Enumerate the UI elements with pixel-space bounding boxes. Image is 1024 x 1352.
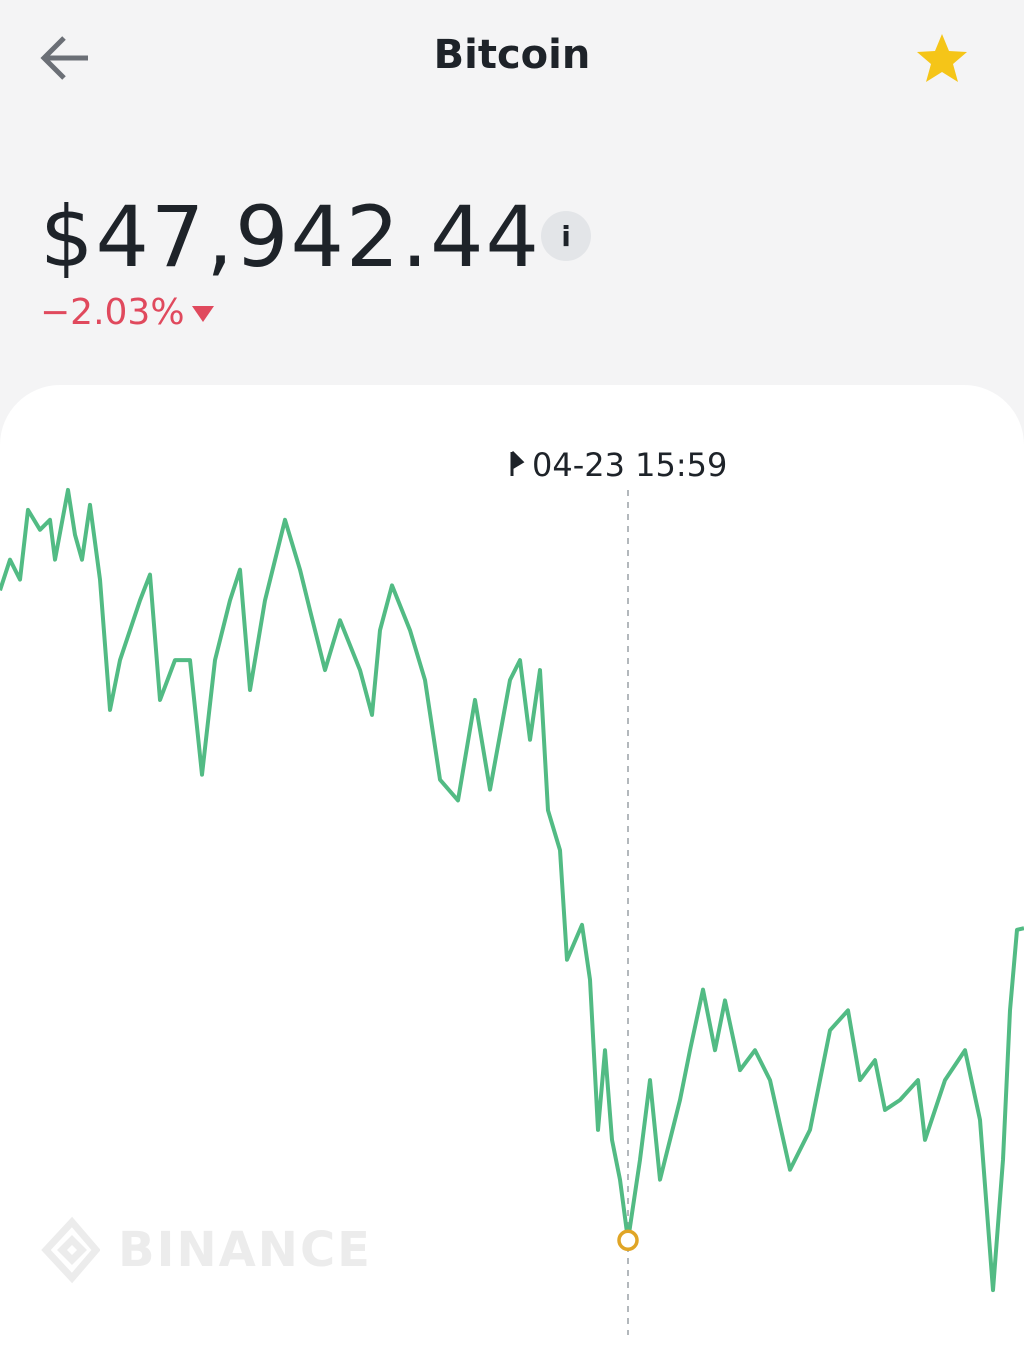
price: $47,942.44 xyxy=(40,188,541,286)
chart-card xyxy=(0,385,1024,1352)
back-arrow[interactable] xyxy=(40,36,88,80)
flag-icon xyxy=(510,450,525,476)
price-change: −2.03% xyxy=(40,292,185,333)
crosshair-time: 04-23 15:59 xyxy=(532,446,727,484)
watermark-logo xyxy=(41,1216,100,1284)
selected-point xyxy=(617,1229,639,1252)
header-icons xyxy=(40,34,967,82)
favorite-star[interactable] xyxy=(917,34,967,82)
price-line xyxy=(0,487,1024,1293)
watermark: BINANCE xyxy=(118,1222,372,1278)
page-title: Bitcoin xyxy=(433,32,591,78)
